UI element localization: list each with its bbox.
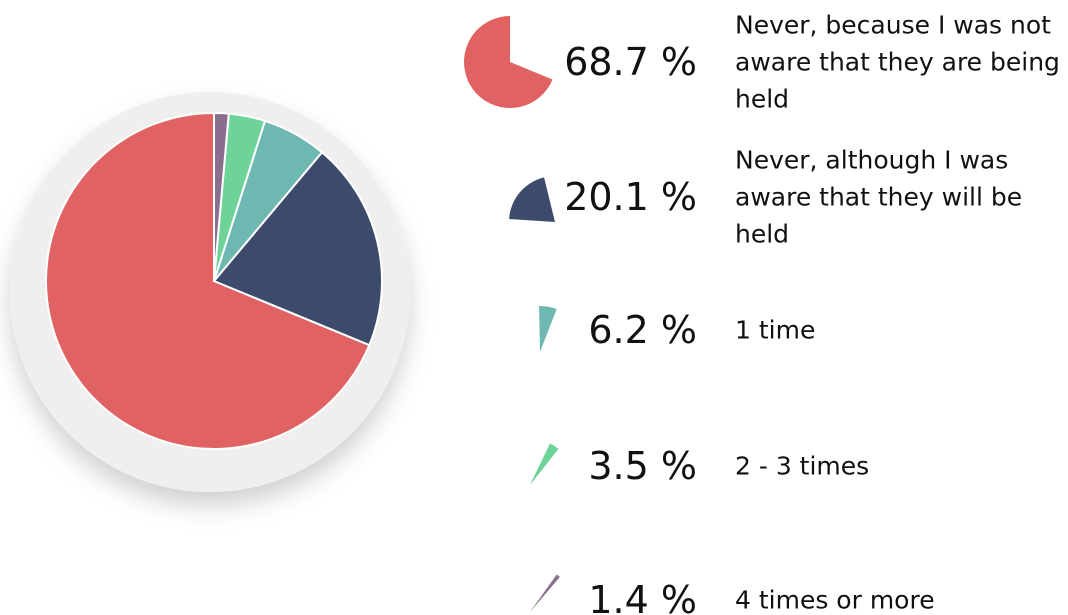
legend-icon bbox=[530, 443, 559, 485]
legend-label: 4 times or more bbox=[735, 585, 935, 615]
legend-label: Never, although I was aware that they wi… bbox=[735, 145, 1023, 249]
value-label: 68.7 % bbox=[564, 40, 697, 84]
pie bbox=[45, 111, 383, 450]
value-label: 3.5 % bbox=[588, 444, 697, 488]
legend-label: Never, because I was not aware that they… bbox=[735, 10, 1060, 114]
legend-icon bbox=[539, 306, 557, 352]
pie-slice bbox=[212, 150, 383, 347]
legend-label: 1 time bbox=[735, 315, 816, 345]
legend-icon bbox=[530, 574, 560, 612]
legend-icons bbox=[464, 15, 560, 612]
value-label: 1.4 % bbox=[588, 578, 697, 615]
value-label: 20.1 % bbox=[564, 175, 697, 219]
value-label: 6.2 % bbox=[588, 308, 697, 352]
pie-slice bbox=[213, 111, 230, 282]
legend-label: 2 - 3 times bbox=[735, 451, 870, 481]
legend-icon bbox=[509, 177, 555, 222]
legend-icon bbox=[464, 15, 553, 109]
pie-slice bbox=[45, 111, 371, 450]
